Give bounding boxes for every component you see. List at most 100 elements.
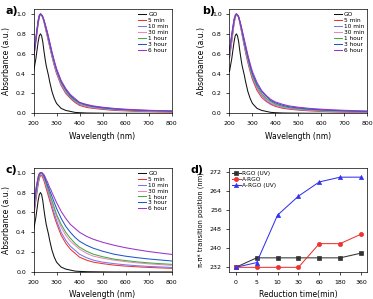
GO bbox=[158, 270, 162, 274]
3 hour bbox=[44, 180, 48, 183]
5 min bbox=[331, 110, 335, 114]
5 min bbox=[31, 216, 36, 219]
1 hour bbox=[40, 13, 44, 17]
30 min bbox=[240, 31, 244, 35]
1 hour bbox=[47, 42, 52, 45]
6 hour bbox=[123, 107, 128, 111]
GO bbox=[44, 64, 48, 68]
1 hour bbox=[123, 259, 128, 262]
Legend: GO, 5 min, 10 min, 30 min, 1 hour, 3 hour, 6 hour: GO, 5 min, 10 min, 30 min, 1 hour, 3 hou… bbox=[137, 170, 170, 213]
1 hour bbox=[229, 35, 234, 39]
30 min bbox=[100, 107, 105, 110]
3 hour bbox=[354, 109, 358, 113]
30 min bbox=[319, 109, 324, 112]
10 min bbox=[100, 107, 105, 111]
6 hour bbox=[236, 15, 241, 19]
6 hour bbox=[77, 101, 82, 104]
3 hour bbox=[250, 72, 255, 75]
5 min bbox=[41, 16, 45, 20]
GO bbox=[273, 111, 278, 115]
5 min bbox=[238, 21, 242, 25]
30 min bbox=[244, 53, 249, 57]
1 hour bbox=[43, 23, 47, 27]
1 hour bbox=[234, 12, 239, 16]
3 hour bbox=[46, 186, 51, 189]
1 hour bbox=[41, 15, 45, 19]
6 hour bbox=[43, 22, 47, 26]
3 hour bbox=[234, 12, 239, 16]
6 hour bbox=[239, 23, 243, 27]
6 hour bbox=[112, 243, 116, 247]
6 hour bbox=[52, 196, 56, 199]
GO bbox=[232, 40, 236, 44]
GO bbox=[50, 90, 54, 93]
5 min bbox=[59, 84, 63, 87]
10 min bbox=[31, 57, 36, 60]
1 hour bbox=[45, 32, 50, 36]
GO bbox=[296, 112, 301, 115]
10 min bbox=[232, 21, 236, 25]
6 hour bbox=[46, 183, 51, 186]
1 hour bbox=[135, 109, 139, 112]
Y-axis label: π-π* transition position (nm): π-π* transition position (nm) bbox=[198, 173, 204, 267]
30 min bbox=[241, 37, 245, 41]
3 hour bbox=[47, 41, 52, 45]
Line: GO: GO bbox=[34, 193, 172, 272]
1 hour bbox=[308, 108, 312, 112]
30 min bbox=[235, 13, 240, 17]
6 hour bbox=[44, 26, 48, 30]
GO bbox=[37, 193, 41, 196]
5 min bbox=[146, 110, 151, 113]
1 hour bbox=[264, 97, 269, 100]
3 hour bbox=[63, 225, 68, 228]
5 min bbox=[319, 110, 324, 113]
3 hour bbox=[91, 105, 95, 108]
1 hour bbox=[135, 260, 139, 264]
5 min bbox=[135, 110, 139, 113]
3 hour bbox=[38, 12, 43, 16]
30 min bbox=[331, 109, 335, 113]
3 hour bbox=[244, 50, 249, 54]
3 hour bbox=[287, 105, 291, 109]
GO bbox=[234, 32, 239, 36]
10 min bbox=[63, 239, 68, 242]
30 min bbox=[42, 19, 46, 23]
3 hour bbox=[44, 27, 48, 31]
Line: 3 hour: 3 hour bbox=[34, 14, 172, 111]
10 min bbox=[269, 102, 273, 105]
6 hour bbox=[47, 40, 52, 44]
10 min bbox=[245, 59, 250, 62]
6 hour bbox=[331, 108, 335, 112]
1 hour bbox=[146, 109, 151, 113]
RGO (UV) bbox=[338, 256, 342, 260]
10 min bbox=[273, 104, 278, 107]
10 min bbox=[238, 20, 242, 24]
GO bbox=[229, 57, 234, 60]
GO bbox=[41, 199, 45, 202]
6 hour bbox=[84, 234, 89, 238]
6 hour bbox=[234, 12, 239, 16]
GO bbox=[91, 111, 95, 115]
Line: 10 min: 10 min bbox=[229, 14, 367, 112]
6 hour bbox=[365, 109, 370, 113]
5 min bbox=[241, 39, 245, 42]
GO bbox=[169, 270, 174, 274]
GO bbox=[365, 112, 370, 115]
6 hour bbox=[59, 210, 63, 213]
10 min bbox=[235, 13, 240, 17]
6 hour bbox=[41, 172, 45, 176]
5 min bbox=[48, 50, 53, 54]
10 min bbox=[227, 56, 232, 60]
10 min bbox=[240, 32, 244, 36]
6 hour bbox=[37, 172, 41, 176]
10 min bbox=[84, 256, 89, 260]
GO bbox=[112, 112, 116, 115]
6 hour bbox=[243, 43, 248, 47]
30 min bbox=[112, 258, 116, 262]
30 min bbox=[36, 179, 40, 182]
5 min bbox=[50, 207, 54, 210]
Line: 5 min: 5 min bbox=[229, 14, 367, 112]
10 min bbox=[296, 108, 301, 112]
3 hour bbox=[77, 239, 82, 243]
5 min bbox=[46, 195, 51, 198]
